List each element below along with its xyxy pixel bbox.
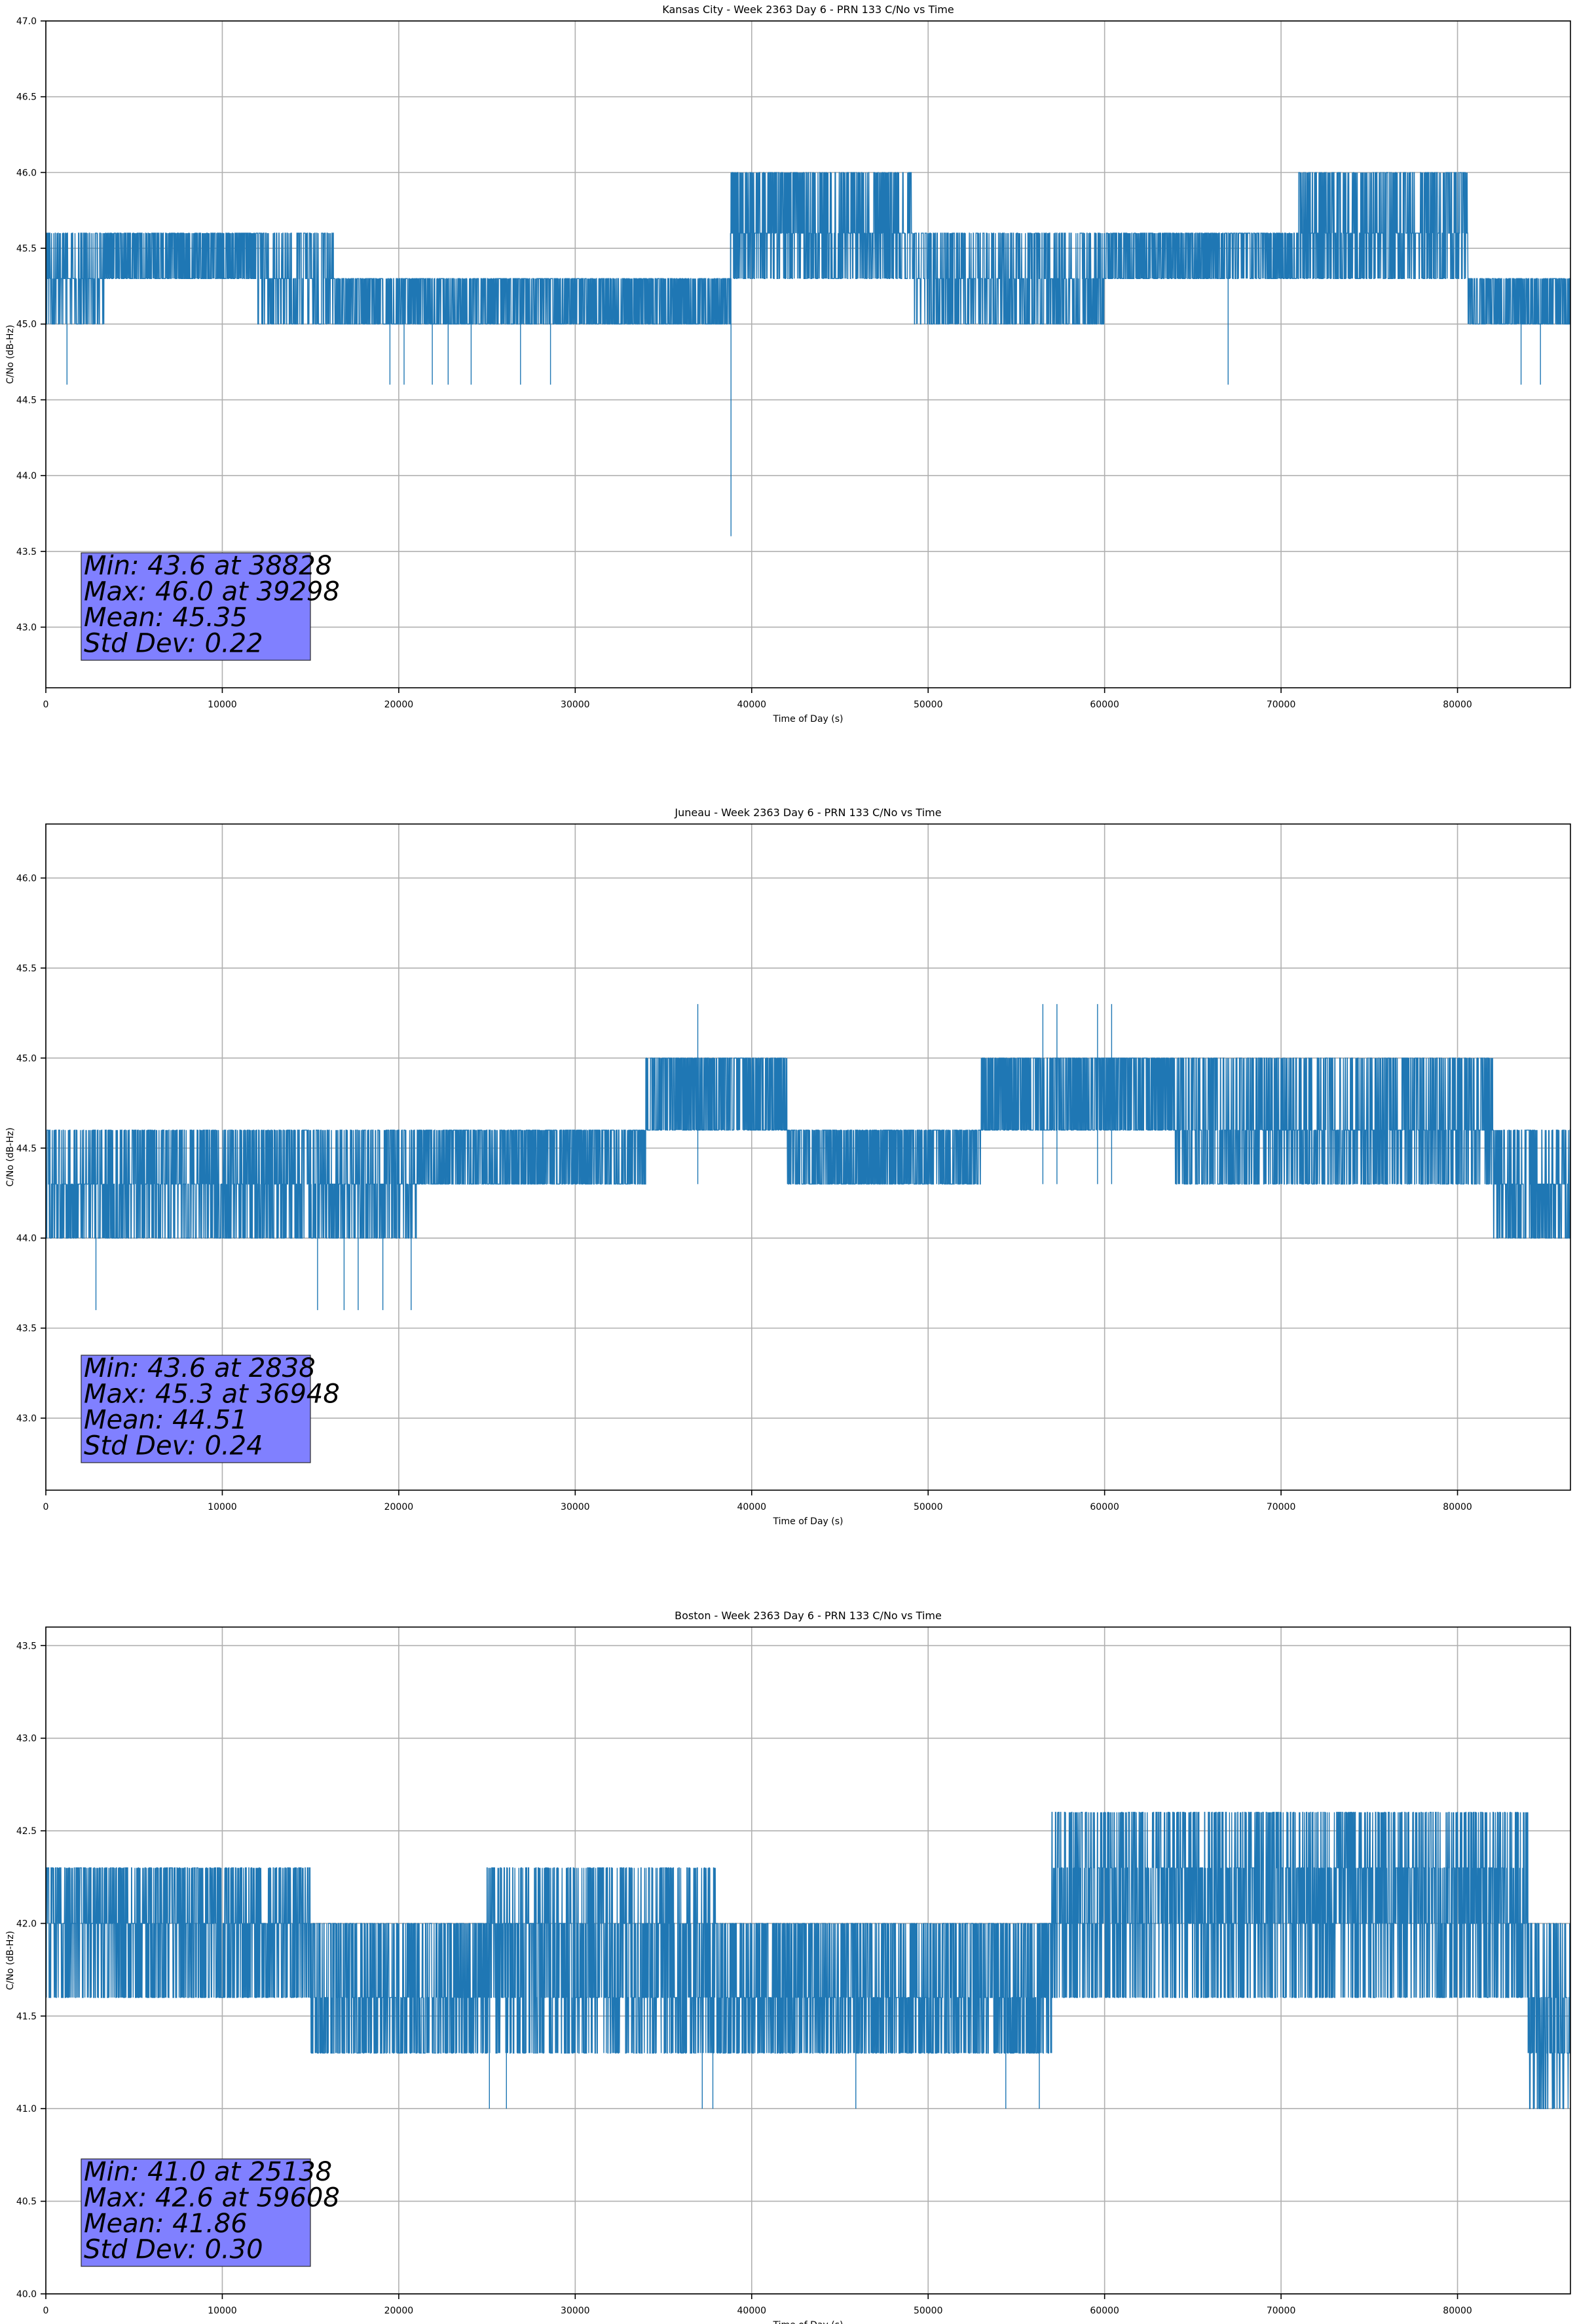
stats-box	[81, 1355, 311, 1463]
chart-title: Kansas City - Week 2363 Day 6 - PRN 133 …	[662, 3, 954, 16]
y-tick-label: 43.5	[16, 547, 37, 557]
stats-line: Std Dev: 0.24	[84, 1431, 263, 1461]
y-tick-label: 46.0	[16, 873, 37, 884]
stats-box	[81, 2158, 311, 2267]
x-tick-label: 20000	[384, 1502, 414, 1512]
y-tick-label: 45.0	[16, 320, 37, 330]
x-tick-label: 40000	[737, 2306, 767, 2316]
x-tick-label: 40000	[737, 700, 767, 710]
series-line	[46, 1812, 1570, 2109]
x-axis-label: Time of Day (s)	[773, 2320, 844, 2324]
x-tick-label: 0	[43, 2306, 49, 2316]
y-tick-label: 44.5	[16, 1144, 37, 1154]
y-tick-label: 44.5	[16, 395, 37, 405]
chart-title: Juneau - Week 2363 Day 6 - PRN 133 C/No …	[674, 806, 941, 819]
x-tick-label: 60000	[1090, 2306, 1119, 2316]
x-tick-label: 80000	[1443, 2306, 1472, 2316]
stats-line: Min: 41.0 at 25138	[84, 2157, 332, 2187]
axes-frame	[45, 20, 1571, 688]
x-tick-label: 30000	[561, 700, 590, 710]
stats-line: Min: 43.6 at 2838	[84, 1353, 316, 1383]
x-tick-label: 50000	[914, 700, 943, 710]
y-tick-label: 43.5	[16, 1641, 37, 1651]
y-tick-label: 44.0	[16, 1233, 37, 1244]
x-tick-label: 30000	[561, 2306, 590, 2316]
x-tick-label: 20000	[384, 700, 414, 710]
axes-frame	[45, 823, 1571, 1491]
x-tick-label: 70000	[1267, 1502, 1296, 1512]
stats-line: Max: 42.6 at 59608	[84, 2183, 340, 2213]
x-tick-label: 70000	[1267, 700, 1296, 710]
y-tick-label: 41.0	[16, 2104, 37, 2114]
x-tick-label: 60000	[1090, 1502, 1119, 1512]
x-tick-label: 80000	[1443, 1502, 1472, 1512]
y-tick-label: 41.5	[16, 2012, 37, 2022]
y-axis-label: C/No (dB-Hz)	[5, 325, 16, 384]
x-tick-label: 0	[43, 1502, 49, 1512]
x-axis-label: Time of Day (s)	[773, 714, 844, 724]
x-tick-label: 30000	[561, 1502, 590, 1512]
x-tick-label: 80000	[1443, 700, 1472, 710]
y-tick-label: 40.0	[16, 2289, 37, 2300]
y-axis-label: C/No (dB-Hz)	[5, 1127, 16, 1186]
y-tick-label: 47.0	[16, 16, 37, 27]
x-tick-label: 20000	[384, 2306, 414, 2316]
series-line	[46, 1003, 1570, 1311]
y-axis-label: C/No (dB-Hz)	[5, 1931, 16, 1990]
stats-line: Mean: 44.51	[84, 1405, 248, 1435]
x-tick-label: 10000	[208, 700, 237, 710]
chart-title: Boston - Week 2363 Day 6 - PRN 133 C/No …	[675, 1609, 942, 1622]
stats-line: Max: 46.0 at 39298	[84, 577, 340, 607]
y-tick-label: 44.0	[16, 471, 37, 481]
x-tick-label: 50000	[914, 2306, 943, 2316]
x-tick-label: 10000	[208, 1502, 237, 1512]
y-tick-label: 46.5	[16, 92, 37, 103]
panel-1: 0 10000 20000 30000 40000 50000 60000 70000 8000…	[5, 3, 1571, 724]
y-tick-label: 43.0	[16, 1414, 37, 1424]
axes-frame	[45, 1626, 1571, 2295]
y-tick-label: 45.5	[16, 244, 37, 254]
y-tick-label: 40.5	[16, 2197, 37, 2207]
stats-line: Mean: 41.86	[84, 2209, 248, 2239]
x-tick-label: 40000	[737, 1502, 767, 1512]
series-line	[46, 172, 1570, 536]
x-tick-label: 70000	[1267, 2306, 1296, 2316]
y-tick-label: 43.0	[16, 1734, 37, 1744]
stats-line: Std Dev: 0.22	[84, 629, 263, 659]
stats-line: Min: 43.6 at 38828	[84, 551, 332, 581]
y-tick-label: 42.5	[16, 1826, 37, 1837]
stats-line: Max: 45.3 at 36948	[84, 1379, 340, 1410]
x-tick-label: 60000	[1090, 700, 1119, 710]
stats-line: Mean: 45.35	[84, 603, 248, 633]
y-tick-label: 43.0	[16, 622, 37, 633]
x-tick-label: 0	[43, 700, 49, 710]
y-tick-label: 43.5	[16, 1324, 37, 1334]
panel-3: 0 10000 20000 30000 40000 50000 60000 70000 8000…	[5, 1609, 1571, 2324]
x-tick-label: 10000	[208, 2306, 237, 2316]
y-tick-label: 45.5	[16, 964, 37, 974]
y-tick-label: 45.0	[16, 1053, 37, 1064]
stats-box	[81, 552, 311, 661]
x-tick-label: 50000	[914, 1502, 943, 1512]
y-tick-label: 46.0	[16, 168, 37, 178]
x-axis-label: Time of Day (s)	[773, 1516, 844, 1527]
panel-2: 0 10000 20000 30000 40000 50000 60000 70000 8000…	[5, 806, 1571, 1527]
y-tick-label: 42.0	[16, 1919, 37, 1929]
stats-line: Std Dev: 0.30	[84, 2235, 263, 2265]
